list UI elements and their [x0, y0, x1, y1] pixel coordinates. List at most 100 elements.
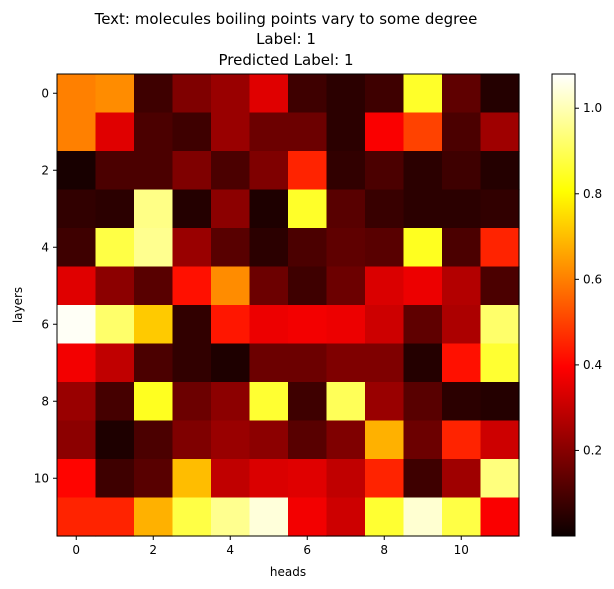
heatmap-cell — [57, 112, 97, 152]
heatmap-cell — [172, 382, 212, 422]
heatmap-cell — [326, 305, 366, 345]
heatmap-cell — [442, 305, 482, 345]
heatmap-cell — [326, 343, 366, 383]
heatmap-cell — [57, 497, 97, 537]
heatmap-cell — [172, 112, 212, 152]
heatmap-cell — [326, 228, 366, 268]
heatmap-cell — [403, 266, 443, 306]
heatmap-cell — [249, 228, 289, 268]
heatmap-cell — [480, 266, 520, 306]
heatmap-cell — [134, 343, 174, 383]
heatmap-cell — [172, 266, 212, 306]
heatmap-cell — [326, 497, 366, 537]
colorbar-ticks: 0.2 0.4 0.6 0.8 1.0 — [575, 101, 602, 457]
heatmap-cell — [326, 74, 366, 114]
heatmap-cell — [288, 189, 328, 229]
heatmap-cell — [211, 266, 251, 306]
heatmap-cell — [288, 112, 328, 152]
heatmap-cell — [288, 305, 328, 345]
heatmap-cell — [442, 420, 482, 460]
heatmap-cell — [95, 420, 135, 460]
heatmap-cell — [288, 74, 328, 114]
heatmap-cell — [134, 112, 174, 152]
heatmap-cell — [211, 343, 251, 383]
heatmap-cell — [172, 497, 212, 537]
heatmap-cell — [480, 151, 520, 191]
colorbar-tick-label: 1.0 — [583, 101, 602, 115]
heatmap-cell — [365, 343, 405, 383]
heatmap-cell — [365, 420, 405, 460]
heatmap-cell — [326, 189, 366, 229]
heatmap-cell — [57, 228, 97, 268]
heatmap-cell — [57, 151, 97, 191]
heatmap-cell — [442, 266, 482, 306]
heatmap-cell — [57, 74, 97, 114]
heatmap-cell — [134, 382, 174, 422]
heatmap-cell — [57, 420, 97, 460]
heatmap-cell — [480, 228, 520, 268]
colorbar-tick-label: 0.4 — [583, 358, 602, 372]
heatmap-cell — [211, 112, 251, 152]
heatmap-cell — [134, 151, 174, 191]
heatmap-cell — [288, 497, 328, 537]
colorbar-tick-label: 0.6 — [583, 272, 602, 286]
title-line-1: Text: molecules boiling points vary to s… — [94, 10, 478, 28]
heatmap-cells — [57, 74, 520, 537]
heatmap-cell — [95, 459, 135, 499]
heatmap-cell — [403, 420, 443, 460]
heatmap-cell — [211, 382, 251, 422]
heatmap-cell — [249, 112, 289, 152]
heatmap-cell — [365, 266, 405, 306]
heatmap-cell — [172, 420, 212, 460]
heatmap-cell — [95, 343, 135, 383]
heatmap-cell — [57, 459, 97, 499]
heatmap-cell — [365, 382, 405, 422]
heatmap-cell — [288, 151, 328, 191]
heatmap-cell — [403, 74, 443, 114]
heatmap-cell — [211, 151, 251, 191]
colorbar-tick-label: 0.8 — [583, 187, 602, 201]
y-tick-label: 6 — [41, 317, 49, 331]
heatmap-cell — [365, 112, 405, 152]
x-axis-ticks: 0 2 4 6 8 10 — [72, 536, 469, 557]
heatmap-cell — [442, 74, 482, 114]
y-axis-label: layers — [11, 287, 25, 323]
heatmap-cell — [134, 228, 174, 268]
heatmap-cell — [134, 266, 174, 306]
heatmap-cell — [365, 189, 405, 229]
y-tick-label: 2 — [41, 163, 49, 177]
heatmap-cell — [442, 112, 482, 152]
heatmap-cell — [288, 343, 328, 383]
heatmap-cell — [365, 497, 405, 537]
colorbar — [551, 73, 576, 537]
x-axis-label: heads — [270, 565, 306, 579]
heatmap-cell — [172, 305, 212, 345]
heatmap-cell — [211, 189, 251, 229]
heatmap-cell — [211, 305, 251, 345]
heatmap-cell — [326, 382, 366, 422]
heatmap-cell — [172, 189, 212, 229]
heatmap-cell — [57, 382, 97, 422]
heatmap-cell — [172, 74, 212, 114]
heatmap-cell — [211, 459, 251, 499]
colorbar-tick-label: 0.2 — [583, 443, 602, 457]
heatmap-cell — [403, 382, 443, 422]
y-axis-ticks: 0 2 4 6 8 10 — [34, 86, 57, 485]
heatmap-cell — [249, 343, 289, 383]
heatmap-cell — [134, 74, 174, 114]
heatmap-cell — [57, 266, 97, 306]
heatmap-cell — [249, 266, 289, 306]
heatmap-cell — [95, 305, 135, 345]
heatmap-cell — [95, 189, 135, 229]
heatmap-cell — [480, 305, 520, 345]
heatmap-cell — [480, 189, 520, 229]
heatmap-cell — [134, 420, 174, 460]
heatmap-cell — [172, 343, 212, 383]
x-tick-label: 10 — [454, 543, 469, 557]
heatmap-cell — [442, 497, 482, 537]
y-tick-label: 0 — [41, 86, 49, 100]
heatmap-cell — [480, 343, 520, 383]
heatmap-cell — [288, 382, 328, 422]
heatmap-cell — [95, 74, 135, 114]
